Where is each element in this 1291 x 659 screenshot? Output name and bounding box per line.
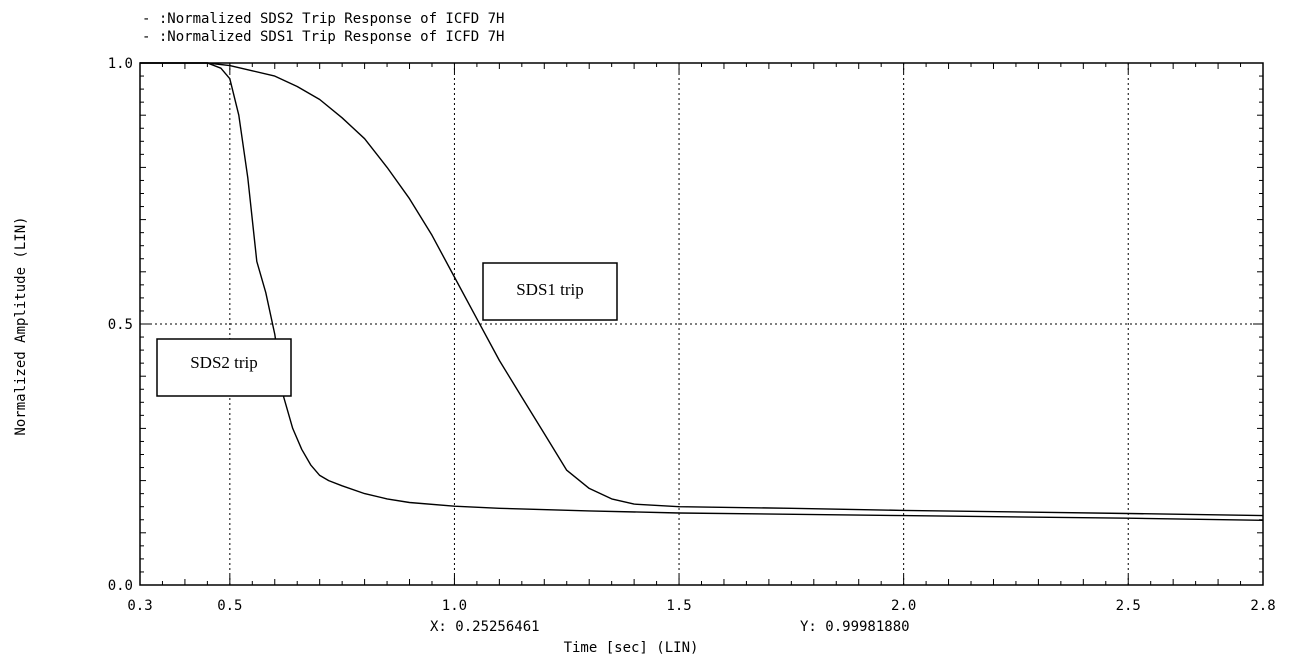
x-tick-label-2: 1.0 [442,598,467,614]
y-tick-label-2: 1.0 [108,56,133,72]
x-tick-label-6: 2.8 [1250,598,1275,614]
x-tick-label-5: 2.5 [1116,598,1141,614]
x-tick-label-3: 1.5 [666,598,691,614]
y-tick-label-1: 0.5 [108,317,133,333]
series-line-sds2 [140,62,1264,521]
annotation-sds2-box [156,338,292,397]
tick-labels: 0.3 0.5 1.0 1.5 2.0 2.5 2.8 0.0 0.5 1.0 [108,56,1276,614]
annotation-sds1-box [482,262,618,321]
annotation-sds1-label: SDS1 trip [516,280,584,299]
annotation-sds2-trip: SDS2 trip [156,338,292,397]
plot-frame [139,62,1264,586]
legend-entry-sds1: - :Normalized SDS1 Trip Response of ICFD… [142,29,504,45]
legend-entry-sds2: - :Normalized SDS2 Trip Response of ICFD… [142,11,504,27]
cursor-y-readout: Y: 0.99981880 [800,619,910,635]
series-line-sds1 [140,62,1264,517]
cursor-x-readout: X: 0.25256461 [430,619,540,635]
x-tick-label-4: 2.0 [891,598,916,614]
x-tick-label-1: 0.5 [217,598,242,614]
annotation-sds1-trip: SDS1 trip [482,262,618,321]
x-axis-label: Time [sec] (LIN) [564,640,699,656]
y-axis-label: Normalized Amplitude (LIN) [13,216,29,435]
x-tick-label-0: 0.3 [127,598,152,614]
annotation-sds2-label: SDS2 trip [190,353,258,372]
y-tick-label-0: 0.0 [108,578,133,594]
series-layer [140,62,1264,521]
